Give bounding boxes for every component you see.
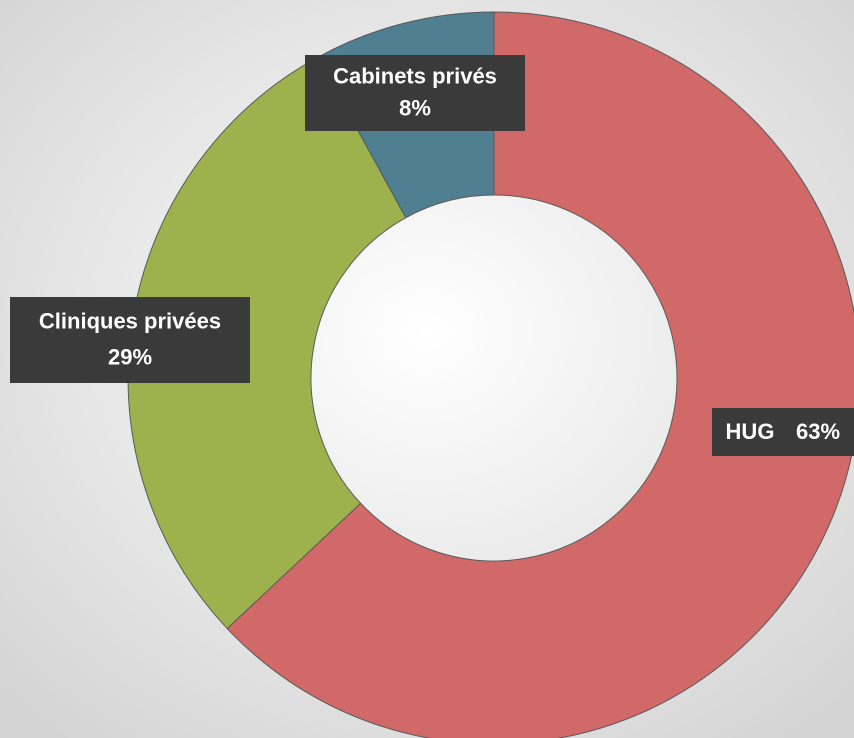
data-label-value: 63% — [796, 419, 840, 444]
data-label-category: Cabinets privés — [333, 64, 497, 89]
data-label-category: Cliniques privées — [39, 309, 221, 334]
data-label-value: 29% — [108, 345, 152, 370]
donut-segment — [127, 56, 407, 630]
data-label-category: HUG — [726, 419, 775, 444]
data-label-box — [712, 408, 854, 456]
data-label-value: 8% — [399, 96, 431, 121]
data-label-box — [10, 297, 250, 383]
donut-segment — [226, 11, 854, 738]
data-label-box — [305, 55, 525, 131]
